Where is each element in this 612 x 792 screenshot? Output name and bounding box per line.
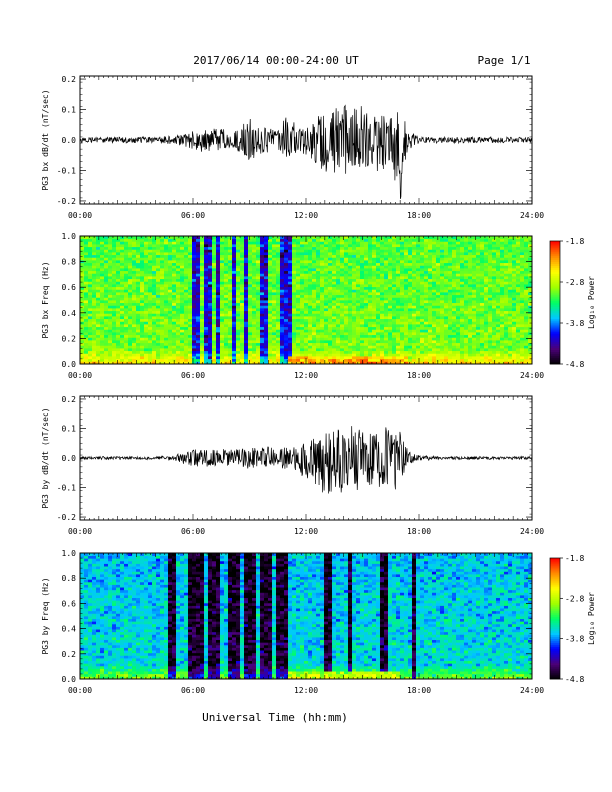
y-axis-label: PG3 bx Freq (Hz) xyxy=(41,261,50,338)
figure-title: 2017/06/14 00:00-24:00 UT xyxy=(193,54,359,67)
y-tick-label: 0.1 xyxy=(62,424,77,433)
y-tick-label: 0.2 xyxy=(62,650,77,659)
colorbar-tick-label: -4.8 xyxy=(565,360,584,369)
x-tick-label: 12:00 xyxy=(294,371,318,380)
y-tick-label: 0.2 xyxy=(62,334,77,343)
colorbar-tick-label: -4.8 xyxy=(565,675,584,684)
y-tick-label: -0.2 xyxy=(57,197,76,206)
x-tick-label: 12:00 xyxy=(294,211,318,220)
colorbar-frame xyxy=(549,557,561,680)
x-tick-label: 06:00 xyxy=(181,527,205,536)
x-tick-label: 12:00 xyxy=(294,686,318,695)
x-tick-label: 06:00 xyxy=(181,211,205,220)
x-tick-label: 00:00 xyxy=(68,686,92,695)
y-tick-label: 0.4 xyxy=(62,309,77,318)
y-tick-label: 0.8 xyxy=(62,258,77,267)
y-tick-label: 0.0 xyxy=(62,454,77,463)
colorbar-tick-label: -1.8 xyxy=(565,554,584,563)
y-axis-label: PG3 by dB/dt (nT/sec) xyxy=(41,407,50,508)
y-tick-label: 0.4 xyxy=(62,625,77,634)
y-tick-label: 0.0 xyxy=(62,136,77,145)
y-tick-label: -0.2 xyxy=(57,513,76,522)
y-tick-label: 0.1 xyxy=(62,106,77,115)
x-tick-label: 18:00 xyxy=(407,686,431,695)
x-tick-label: 06:00 xyxy=(181,371,205,380)
dbdt-trace xyxy=(79,426,533,494)
x-axis-title: Universal Time (hh:mm) xyxy=(202,711,348,724)
by-colorbar: -1.8 -2.8 -3.8 -4.8 Log₁₀ Power xyxy=(549,554,596,684)
dbdt-trace xyxy=(79,104,533,199)
y-tick-label: 1.0 xyxy=(62,232,77,241)
x-tick-label: 18:00 xyxy=(407,527,431,536)
page-indicator: Page 1/1 xyxy=(478,54,531,67)
colorbar-tick-label: -3.8 xyxy=(565,635,584,644)
x-tick-label: 00:00 xyxy=(68,211,92,220)
x-tick-label: 18:00 xyxy=(407,211,431,220)
x-tick-label: 18:00 xyxy=(407,371,431,380)
y-tick-label: 0.6 xyxy=(62,283,77,292)
colorbar-tick-label: -2.8 xyxy=(565,278,584,287)
y-tick-label: 0.2 xyxy=(62,395,77,404)
x-tick-label: 00:00 xyxy=(68,371,92,380)
x-tick-label: 24:00 xyxy=(520,686,544,695)
spectrogram-image xyxy=(80,553,533,680)
y-axis-label: PG3 by Freq (Hz) xyxy=(41,577,50,654)
bx-spectrogram-panel: 00:00 06:00 12:00 18:00 24:00 1.0 0.8 0.6 0.4 0.2… xyxy=(41,232,544,380)
x-tick-label: 06:00 xyxy=(181,686,205,695)
y-tick-label: 0.6 xyxy=(62,599,77,608)
y-axis-label: PG3 bx dB/dt (nT/sec) xyxy=(41,89,50,190)
spectrogram-image xyxy=(80,236,533,365)
bx-dbdt-panel: 00:00 06:00 12:00 18:00 24:00 0.2 0.1 0.0 -0.1 -0… xyxy=(41,75,544,220)
by-dbdt-panel: 00:00 06:00 12:00 18:00 24:00 0.2 0.1 0.0 -0.1 -0… xyxy=(41,395,544,536)
colorbar-tick-label: -3.8 xyxy=(565,319,584,328)
colorbar-frame xyxy=(549,240,561,365)
colorbar-label: Log₁₀ Power xyxy=(587,592,596,645)
x-tick-label: 12:00 xyxy=(294,527,318,536)
colorbar-tick-label: -1.8 xyxy=(565,237,584,246)
colorbar-tick-label: -2.8 xyxy=(565,594,584,603)
y-tick-label: 0.2 xyxy=(62,75,77,84)
bx-colorbar: -1.8 -2.8 -3.8 -4.8 Log₁₀ Power xyxy=(549,237,596,369)
x-tick-label: 00:00 xyxy=(68,527,92,536)
by-spectrogram-panel: 00:00 06:00 12:00 18:00 24:00 1.0 0.8 0.6 0.4 0.2… xyxy=(41,549,544,695)
colorbar-label: Log₁₀ Power xyxy=(587,276,596,329)
y-tick-label: -0.1 xyxy=(57,484,76,493)
x-tick-label: 24:00 xyxy=(520,211,544,220)
y-tick-label: 0.0 xyxy=(62,675,77,684)
y-tick-label: 0.0 xyxy=(62,360,77,369)
x-tick-label: 24:00 xyxy=(520,527,544,536)
y-tick-label: -0.1 xyxy=(57,166,76,175)
x-tick-label: 24:00 xyxy=(520,371,544,380)
y-tick-label: 0.8 xyxy=(62,574,77,583)
y-tick-label: 1.0 xyxy=(62,549,77,558)
